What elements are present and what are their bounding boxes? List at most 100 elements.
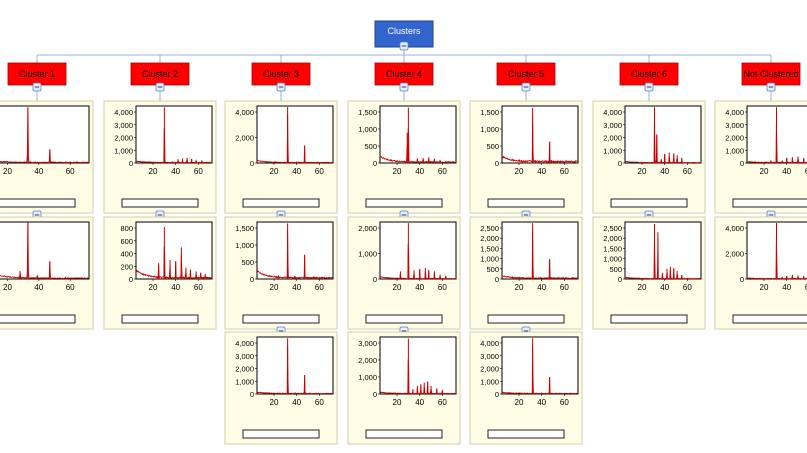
- x-tick-label: 60: [438, 398, 447, 407]
- plot-area: [501, 221, 579, 280]
- y-tick-label: 2,000: [603, 134, 622, 143]
- chart-caption-box[interactable]: [732, 314, 807, 324]
- chart-caption-box[interactable]: [610, 314, 688, 324]
- y-tick-label: 2,500: [480, 224, 499, 233]
- chart-panel: 20 40 60: [0, 100, 94, 214]
- x-tick-label: 40: [34, 283, 43, 292]
- chart-panel: 20 40 60: [0, 216, 94, 330]
- spectrum-series-line: [501, 345, 578, 395]
- x-tick-label: 60: [438, 283, 447, 292]
- x-tick-label: 40: [782, 167, 791, 176]
- chart-caption-box[interactable]: [487, 429, 565, 439]
- chart-panel: 0 1,000 2,000 3,000 20 40 60: [347, 331, 461, 445]
- y-tick-label: 2,000: [725, 250, 744, 259]
- y-tick-label: 2,000: [725, 134, 744, 143]
- chart-caption-box[interactable]: [365, 198, 443, 208]
- x-tick-label: 40: [292, 283, 301, 292]
- cluster-header[interactable]: Cluster 2: [130, 62, 190, 86]
- x-tick-label: 40: [415, 167, 424, 176]
- chart-caption-box[interactable]: [365, 314, 443, 324]
- x-tick-label: 60: [805, 167, 807, 176]
- chart-caption-box[interactable]: [242, 429, 320, 439]
- y-tick-label: 0: [373, 390, 377, 399]
- cluster-collapse-toggle[interactable]: [276, 82, 286, 92]
- chart-caption-box[interactable]: [487, 198, 565, 208]
- chart-panel: 0 200 400 600 800 20 40 60: [103, 216, 217, 330]
- x-tick-label: 60: [66, 167, 75, 176]
- y-tick-label: 1,500: [358, 108, 377, 117]
- y-tick-label: 0: [618, 275, 622, 284]
- x-tick-label: 60: [194, 167, 203, 176]
- y-tick-label: 1,000: [235, 377, 254, 386]
- chart-caption-box[interactable]: [121, 198, 199, 208]
- chart-caption-box[interactable]: [0, 314, 76, 324]
- y-tick-label: 3,000: [725, 121, 744, 130]
- cluster-collapse-toggle[interactable]: [399, 82, 409, 92]
- cluster-header-label: Cluster 1: [19, 69, 55, 79]
- x-tick-label: 60: [315, 398, 324, 407]
- x-tick-label: 40: [34, 167, 43, 176]
- cluster-collapse-toggle[interactable]: [155, 82, 165, 92]
- chart-caption-box[interactable]: [242, 198, 320, 208]
- root-node-label: Clusters: [387, 26, 421, 36]
- spectrum-series-line: [135, 128, 213, 164]
- x-tick-label: 40: [415, 283, 424, 292]
- cluster-collapse-toggle[interactable]: [32, 82, 42, 92]
- x-tick-label: 20: [760, 283, 769, 292]
- chart-caption-box[interactable]: [365, 429, 443, 439]
- x-tick-label: 60: [560, 167, 569, 176]
- root-collapse-toggle[interactable]: [399, 41, 409, 51]
- y-tick-label: 0: [373, 275, 377, 284]
- cluster-header[interactable]: Cluster 4: [374, 62, 434, 86]
- x-tick-label: 60: [315, 283, 324, 292]
- chart-caption-box[interactable]: [0, 198, 76, 208]
- chart-caption-box[interactable]: [121, 314, 199, 324]
- x-tick-label: 40: [415, 398, 424, 407]
- x-tick-label: 60: [315, 167, 324, 176]
- spectrum-series-line: [257, 345, 334, 395]
- x-tick-label: 40: [660, 167, 669, 176]
- plot-area: [135, 221, 213, 280]
- y-tick-label: 0: [129, 159, 133, 168]
- cluster-header[interactable]: Cluster 6: [619, 62, 679, 86]
- cluster-header-label: Not Clustered: [743, 69, 798, 79]
- cluster-header[interactable]: Cluster 3: [251, 62, 311, 86]
- chart-caption-box[interactable]: [242, 314, 320, 324]
- y-tick-label: 2,000: [114, 134, 133, 143]
- x-tick-label: 60: [805, 283, 807, 292]
- y-tick-label: 0: [373, 159, 377, 168]
- chart-caption-box[interactable]: [610, 198, 688, 208]
- cluster-collapse-toggle[interactable]: [521, 82, 531, 92]
- plot-area: [379, 336, 457, 395]
- y-tick-label: 2,500: [603, 224, 622, 233]
- chart-panel: 0 1,000 2,000 3,000 4,000 20 40 60: [469, 331, 583, 445]
- plot-area: [624, 105, 702, 164]
- x-tick-label: 60: [683, 283, 692, 292]
- spectrum-series-line: [501, 230, 578, 280]
- cluster-header[interactable]: Cluster 5: [496, 62, 556, 86]
- spectrum-series-line: [746, 121, 807, 164]
- chart-panel: 0 2,000 4,000 20 40 60: [224, 100, 338, 214]
- chart-caption-box[interactable]: [487, 314, 565, 324]
- spectrum-series-line: [256, 113, 333, 164]
- spectrum-series-line: [379, 244, 456, 280]
- y-tick-label: 400: [120, 250, 133, 259]
- x-tick-label: 40: [660, 283, 669, 292]
- plot-area: [624, 221, 702, 280]
- cluster-header[interactable]: Cluster 1: [7, 62, 67, 86]
- y-tick-label: 2,000: [235, 134, 254, 143]
- chart-panel: 0 500 1,000 1,500 20 40 60: [347, 100, 461, 214]
- y-tick-label: 600: [120, 237, 133, 246]
- y-tick-label: 1,500: [480, 244, 499, 253]
- x-tick-label: 20: [760, 167, 769, 176]
- plot-area: [135, 105, 213, 164]
- x-tick-label: 60: [683, 167, 692, 176]
- cluster-header[interactable]: Not Clustered: [741, 62, 801, 86]
- x-tick-label: 20: [3, 167, 12, 176]
- chart-caption-box[interactable]: [732, 198, 807, 208]
- x-tick-label: 20: [515, 167, 524, 176]
- cluster-collapse-toggle[interactable]: [644, 82, 654, 92]
- cluster-collapse-toggle[interactable]: [766, 82, 776, 92]
